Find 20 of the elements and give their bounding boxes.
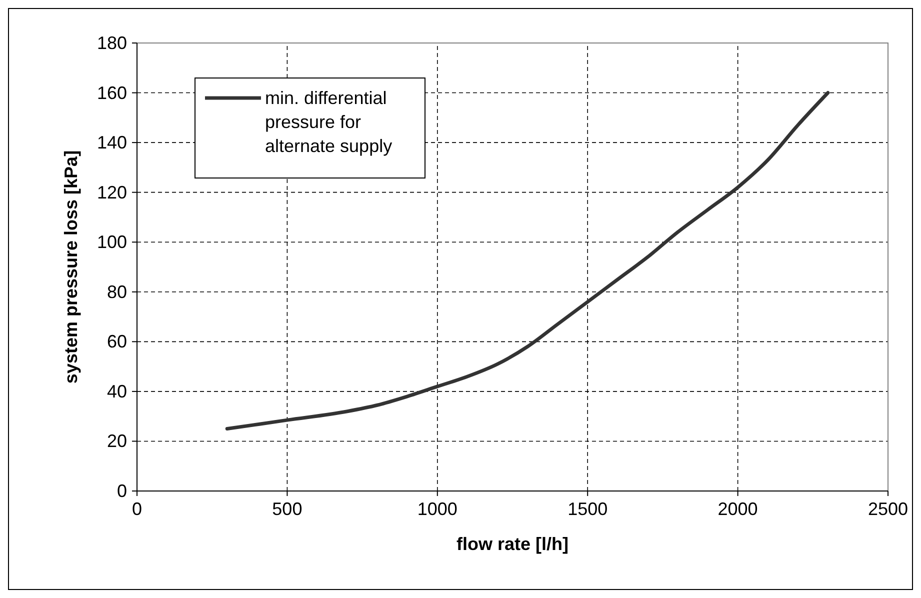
x-tick-label: 2500 [868, 499, 908, 519]
y-tick-label: 80 [106, 282, 127, 302]
y-tick-label: 60 [106, 332, 127, 352]
y-tick-label: 0 [116, 481, 127, 501]
x-tick-label: 500 [272, 499, 302, 519]
y-tick-label: 100 [96, 232, 127, 252]
y-tick-label: 40 [106, 381, 127, 402]
y-tick-label: 180 [96, 33, 127, 53]
x-axis-title: flow rate [l/h] [456, 534, 568, 554]
y-tick-label: 160 [96, 82, 127, 103]
legend-label: min. differential pressure for alternate supply [265, 88, 392, 156]
y-tick-label: 20 [106, 431, 127, 452]
y-tick-label: 120 [96, 182, 127, 202]
y-tick-label: 140 [96, 132, 127, 153]
y-axis-title: system pressure loss [kPa] [61, 150, 81, 384]
x-tick-label: 1000 [417, 499, 458, 519]
line-series [225, 91, 830, 431]
x-tick-label: 2000 [718, 499, 758, 519]
x-tick-label: 0 [132, 499, 142, 519]
x-tick-label: 1500 [568, 499, 608, 519]
